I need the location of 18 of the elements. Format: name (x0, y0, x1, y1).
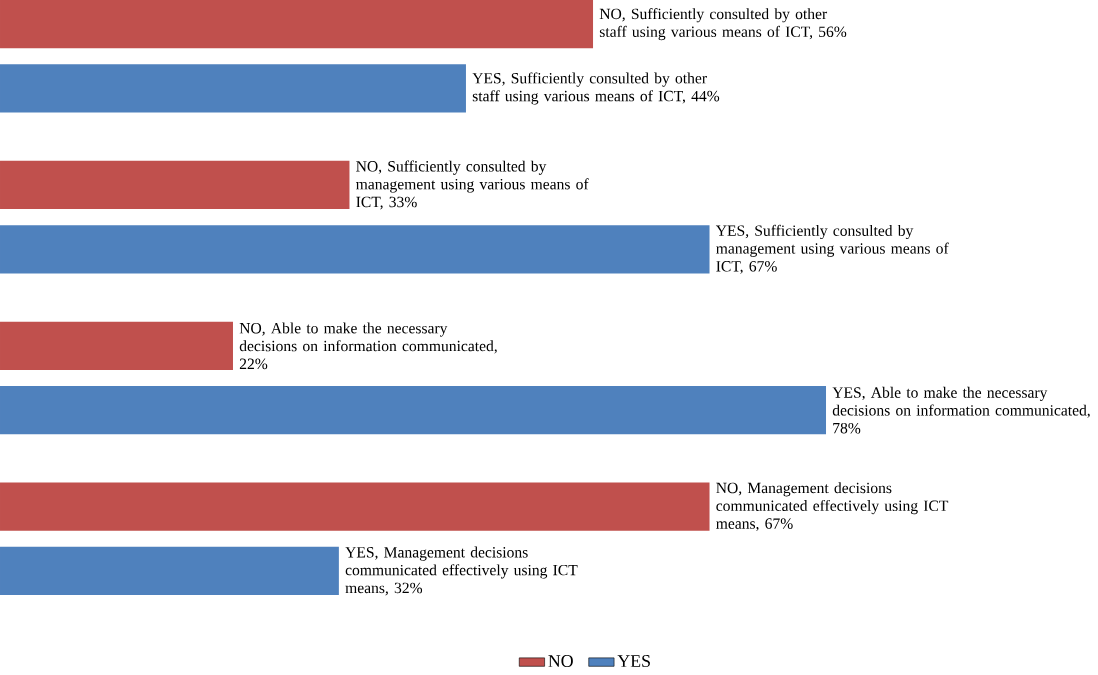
data-label: NO, Able to make the necessary decisions on information communicated, 22% (239, 322, 497, 370)
bar (0, 225, 710, 274)
legend-label: NO (548, 655, 573, 668)
legend-label: YES (617, 655, 650, 668)
data-label: NO, Sufficiently consulted by other staff using various means of ICT, 56% (599, 8, 847, 41)
bar (0, 482, 710, 531)
bar (0, 321, 233, 370)
bar (0, 546, 339, 596)
data-label: NO, Management decisions communicated effectively using ICT means, 67% (716, 482, 949, 532)
bar (0, 0, 594, 49)
data-label: YES, Management decisions communicated effectively using ICT means, 32% (345, 546, 578, 596)
data-label: YES, Sufficiently consulted by other staff using various means of ICT, 44% (472, 72, 720, 105)
data-label: YES, Able to make the necessary decisions on information communicated, 78% (832, 386, 1090, 434)
bar (0, 64, 466, 113)
bar (0, 386, 827, 435)
data-label: YES, Sufficiently consulted by management using various means of ICT, 67% (715, 224, 949, 274)
bar (0, 160, 350, 210)
data-label: NO, Sufficiently consulted by management using various means of ICT, 33% (356, 160, 589, 210)
